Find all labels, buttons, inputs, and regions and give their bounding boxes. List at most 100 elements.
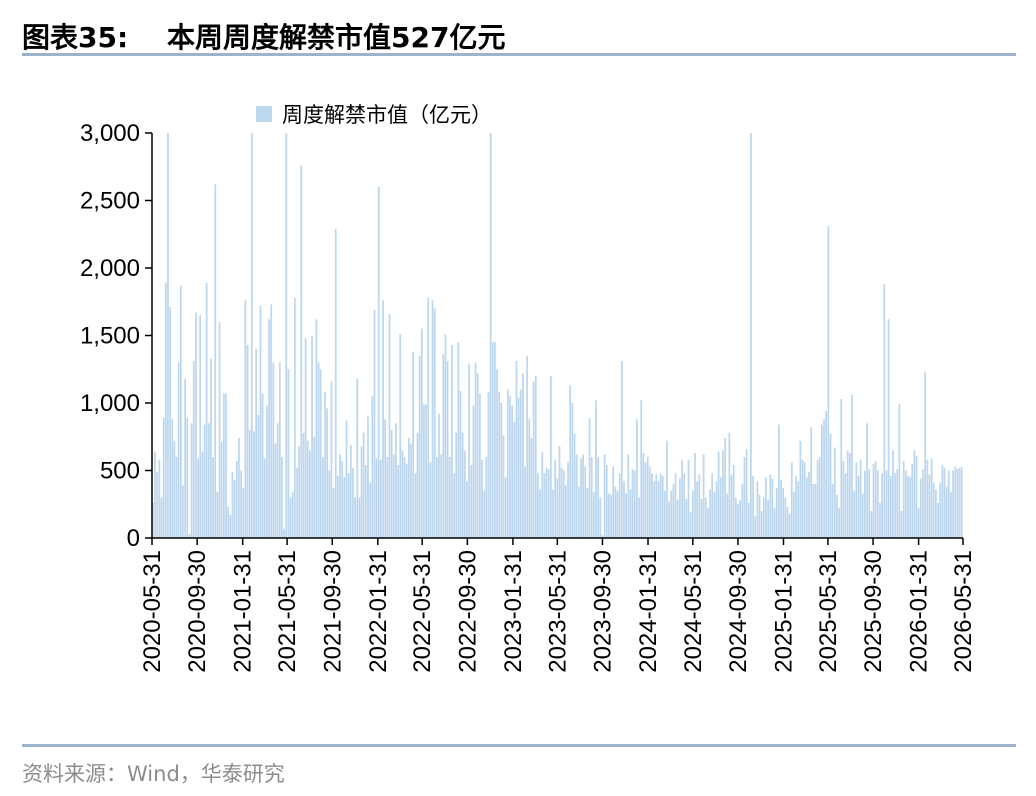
bar bbox=[513, 421, 516, 538]
bar bbox=[909, 477, 911, 538]
bar bbox=[377, 187, 380, 538]
bar bbox=[638, 497, 640, 538]
bar bbox=[283, 528, 285, 538]
source-note: 资料来源：Wind，华泰研究 bbox=[22, 762, 285, 786]
bar bbox=[407, 438, 410, 538]
bar bbox=[840, 398, 843, 538]
bar bbox=[711, 473, 714, 538]
bar bbox=[919, 478, 922, 538]
bar bbox=[364, 465, 367, 538]
bar bbox=[562, 470, 565, 538]
bar bbox=[302, 432, 305, 538]
bar bbox=[797, 481, 800, 538]
bar bbox=[605, 465, 608, 538]
bar bbox=[386, 457, 389, 538]
bar bbox=[433, 308, 436, 538]
bar bbox=[704, 497, 707, 538]
bar bbox=[883, 284, 886, 538]
bar bbox=[827, 226, 830, 538]
bar bbox=[375, 458, 378, 538]
bar bbox=[169, 307, 171, 538]
bottom-rule bbox=[22, 744, 1016, 747]
x-tick-label: 2022-05-31 bbox=[409, 550, 436, 673]
bar bbox=[547, 469, 550, 538]
bar bbox=[483, 490, 486, 538]
bar bbox=[218, 322, 221, 538]
bar bbox=[446, 361, 449, 538]
bar bbox=[872, 463, 875, 538]
bar bbox=[192, 361, 195, 538]
bar bbox=[431, 300, 434, 538]
bar bbox=[698, 474, 701, 538]
bar bbox=[717, 451, 720, 538]
y-tick-label: 2,000 bbox=[80, 255, 140, 282]
bar bbox=[530, 438, 533, 538]
top-rule bbox=[22, 53, 1016, 56]
bar bbox=[745, 448, 748, 538]
bar bbox=[354, 497, 356, 538]
bar bbox=[278, 362, 281, 538]
bar bbox=[182, 485, 184, 538]
bar bbox=[887, 319, 890, 538]
bar bbox=[694, 452, 696, 538]
bar bbox=[737, 504, 739, 538]
bar bbox=[539, 489, 541, 538]
bar bbox=[253, 431, 255, 538]
bar bbox=[614, 486, 617, 538]
bar bbox=[808, 471, 810, 538]
bar bbox=[517, 397, 520, 538]
bar bbox=[603, 454, 606, 538]
bar bbox=[435, 457, 438, 538]
bar bbox=[373, 309, 376, 538]
bar bbox=[859, 459, 862, 538]
bar bbox=[917, 508, 920, 538]
x-tick-label: 2020-05-31 bbox=[139, 550, 166, 673]
bar bbox=[470, 465, 473, 538]
bar bbox=[233, 479, 236, 538]
bar bbox=[296, 467, 298, 538]
bar bbox=[627, 454, 630, 538]
bar bbox=[313, 436, 316, 538]
bar bbox=[412, 351, 415, 538]
bar bbox=[261, 393, 264, 538]
bar bbox=[825, 411, 828, 538]
bar bbox=[466, 481, 468, 538]
bar bbox=[838, 508, 840, 538]
bar bbox=[259, 305, 262, 538]
bar bbox=[786, 506, 789, 538]
bar bbox=[947, 470, 950, 538]
bar bbox=[319, 369, 322, 538]
bar bbox=[199, 315, 202, 538]
bar bbox=[214, 184, 217, 539]
bar bbox=[463, 450, 466, 538]
x-tick-label: 2023-09-30 bbox=[589, 550, 616, 673]
bar bbox=[661, 475, 664, 538]
bar bbox=[700, 498, 703, 538]
bar bbox=[474, 362, 477, 538]
bar bbox=[696, 481, 699, 538]
bar bbox=[519, 389, 522, 538]
bar bbox=[932, 482, 935, 538]
x-tick-label: 2022-09-30 bbox=[454, 550, 481, 673]
bar bbox=[707, 508, 709, 538]
bar bbox=[276, 423, 279, 538]
bar bbox=[287, 369, 290, 538]
bar bbox=[380, 459, 382, 538]
bar bbox=[334, 228, 337, 538]
bar bbox=[625, 493, 628, 538]
bar bbox=[666, 440, 668, 538]
bar bbox=[960, 466, 963, 538]
bar bbox=[747, 502, 750, 538]
bar bbox=[801, 459, 804, 538]
bar bbox=[216, 492, 219, 538]
bar bbox=[823, 419, 825, 538]
bar bbox=[663, 490, 666, 538]
x-tick-label: 2025-01-31 bbox=[770, 550, 797, 673]
bar bbox=[461, 432, 464, 538]
y-tick-label: 2,500 bbox=[80, 188, 140, 215]
bar bbox=[597, 457, 600, 538]
bar bbox=[345, 420, 348, 538]
bar bbox=[629, 489, 632, 538]
bar bbox=[623, 481, 625, 538]
bar bbox=[504, 477, 507, 538]
